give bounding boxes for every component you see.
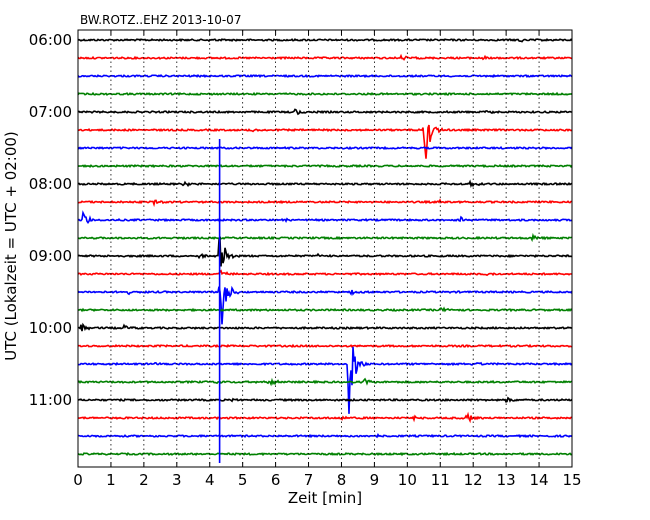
- x-tick-label: 10: [398, 471, 417, 489]
- chart-title: BW.ROTZ..EHZ 2013-10-07: [80, 13, 241, 27]
- trace-0945: [77, 306, 573, 313]
- trace-0600: [77, 38, 573, 43]
- x-tick-label: 5: [238, 471, 248, 489]
- trace-0800: [77, 179, 573, 189]
- x-tick-label: 8: [337, 471, 347, 489]
- x-tick-label: 9: [370, 471, 380, 489]
- x-tick-label: 4: [205, 471, 215, 489]
- x-tick-label: 7: [304, 471, 314, 489]
- y-tick-label: 10:00: [29, 319, 72, 337]
- x-tick-label: 6: [271, 471, 281, 489]
- x-tick-label: 15: [562, 471, 581, 489]
- trace-1130: [77, 433, 573, 439]
- y-tick-label: 07:00: [29, 103, 72, 121]
- trace-1000: [77, 322, 573, 332]
- x-tick-label: 2: [139, 471, 149, 489]
- trace-0700: [77, 108, 573, 116]
- trace-0645: [77, 91, 573, 97]
- trace-1045: [77, 377, 573, 387]
- trace-0615: [77, 53, 573, 61]
- vertical-gridlines: [110, 30, 540, 467]
- axis-ticks: 0 1 2 3 4 5 6 7 8 9 10 11 12 13 14 1506:0007:0008:0009:…: [29, 30, 582, 489]
- trace-1030: [77, 346, 573, 414]
- plot-frame: [77, 29, 573, 468]
- trace-0730: [77, 145, 573, 151]
- y-tick-label: 08:00: [29, 175, 72, 193]
- y-tick-label: 11:00: [29, 391, 72, 409]
- x-tick-label: 0: [73, 471, 83, 489]
- trace-0630: [77, 73, 573, 79]
- trace-lines: [77, 38, 573, 463]
- trace-0845: [77, 232, 573, 243]
- x-tick-label: 14: [530, 471, 549, 489]
- trace-1115: [78, 411, 573, 424]
- x-tick-label: 13: [497, 471, 516, 489]
- trace-1145: [77, 451, 573, 457]
- trace-0745: [77, 163, 573, 169]
- x-tick-label: 11: [431, 471, 450, 489]
- y-axis-label: UTC (Lokalzeit = UTC + 02:00): [2, 131, 20, 361]
- trace-0915: [77, 269, 573, 277]
- x-tick-label: 1: [106, 471, 116, 489]
- trace-1100: [77, 396, 573, 403]
- y-tick-label: 09:00: [29, 247, 72, 265]
- trace-1015: [77, 343, 572, 349]
- trace-0815: [77, 198, 573, 208]
- trace-0900: [77, 236, 572, 267]
- trace-0830: [77, 210, 573, 224]
- y-tick-label: 06:00: [29, 31, 72, 49]
- trace-0930: [77, 285, 573, 325]
- x-tick-label: 12: [464, 471, 483, 489]
- trace-0715: [77, 124, 573, 159]
- x-tick-label: 3: [172, 471, 182, 489]
- x-axis-label: Zeit [min]: [288, 489, 362, 507]
